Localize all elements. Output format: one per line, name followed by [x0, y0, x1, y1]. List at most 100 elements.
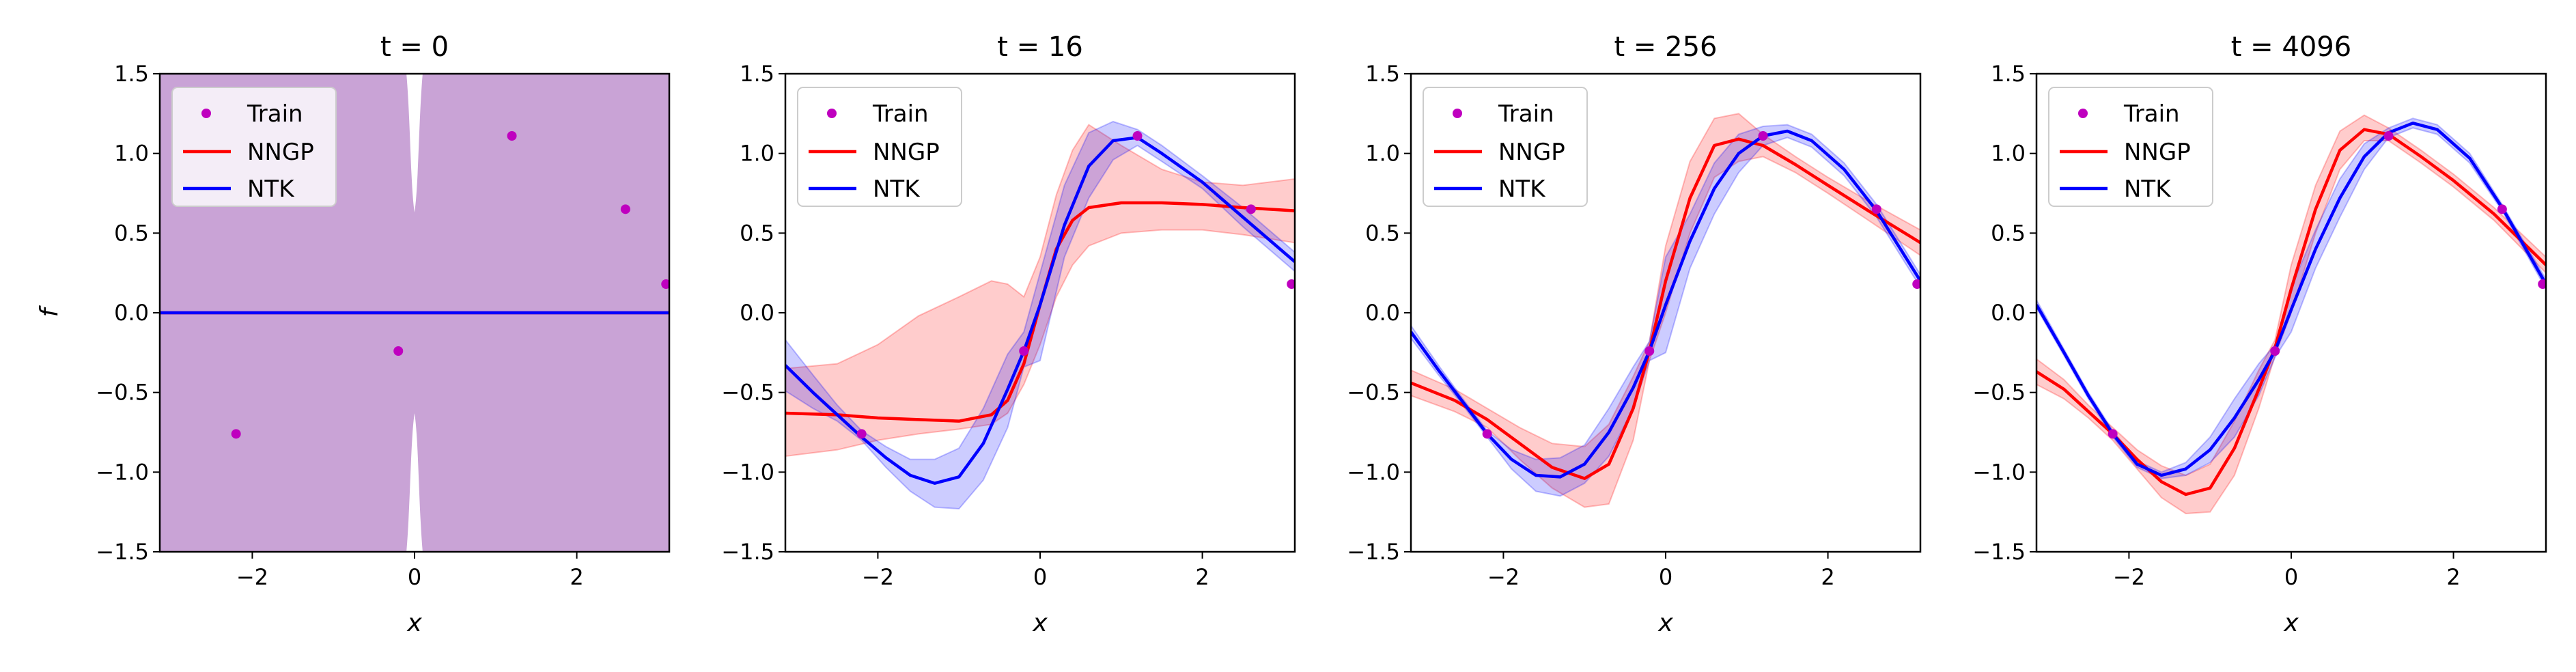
train-point	[1758, 131, 1768, 141]
y-tick-label: 1.0	[114, 141, 149, 167]
train-point	[2538, 279, 2546, 289]
band-gap	[406, 74, 423, 212]
legend-train-marker	[201, 109, 211, 118]
legend-label-nngp: NNGP	[1498, 139, 1565, 166]
y-tick-label: 1.0	[1991, 141, 2026, 167]
x-axis-label: x	[1657, 609, 1673, 637]
train-point	[856, 429, 867, 439]
legend-train-marker	[1453, 109, 1462, 118]
x-tick-label: 0	[408, 564, 421, 590]
band-gap	[406, 413, 423, 552]
y-tick-label: 1.5	[114, 61, 149, 87]
x-tick-label: −2	[1487, 564, 1520, 590]
train-point	[2497, 204, 2507, 214]
nngp-band	[785, 124, 1295, 458]
legend-box	[171, 87, 337, 207]
train-point	[1287, 279, 1295, 289]
x-tick-label: −2	[2113, 564, 2145, 590]
legend-label-ntk: NTK	[247, 176, 295, 203]
train-point	[393, 346, 404, 356]
train-point	[1644, 346, 1655, 356]
panel-title: t = 0	[380, 31, 449, 63]
train-point	[2270, 346, 2280, 356]
legend: Train NNGP NTK	[2048, 87, 2213, 207]
x-tick-label: 0	[1659, 564, 1672, 590]
x-tick-label: 0	[2284, 564, 2298, 590]
y-tick-label: −1.0	[1972, 459, 2026, 485]
y-tick-label: 1.5	[1991, 61, 2026, 87]
nngp-band	[1411, 113, 1920, 508]
legend: Train NNGP NTK	[1423, 87, 1588, 207]
y-tick-label: 0.5	[114, 220, 149, 246]
train-point	[231, 429, 241, 439]
y-tick-label: −0.5	[1972, 380, 2026, 406]
y-tick-label: −1.0	[1347, 459, 1400, 485]
train-point	[620, 204, 630, 214]
nngp-line	[1411, 137, 1920, 480]
legend-train-marker	[2078, 109, 2088, 118]
ntk-band	[2036, 117, 2546, 479]
y-tick-label: 1.0	[1365, 141, 1400, 167]
y-tick-label: 0.5	[1365, 220, 1400, 246]
nngp-band	[2036, 114, 2546, 515]
legend-label-ntk: NTK	[873, 176, 921, 203]
y-tick-label: 0.0	[1365, 300, 1400, 326]
y-tick-label: −1.5	[1972, 539, 2026, 565]
y-tick-label: −1.0	[721, 459, 774, 485]
legend-box	[1423, 87, 1588, 207]
y-tick-label: −0.5	[721, 380, 774, 406]
y-axis-label: f	[36, 305, 64, 317]
y-tick-label: −1.5	[721, 539, 774, 565]
legend-label-train: Train	[872, 100, 929, 128]
y-tick-label: 1.5	[1365, 61, 1400, 87]
legend-label-train: Train	[247, 100, 303, 128]
x-axis-label: x	[1032, 609, 1048, 637]
y-tick-label: −0.5	[96, 380, 149, 406]
legend-label-nngp: NNGP	[873, 139, 940, 166]
y-tick-label: 0.5	[1991, 220, 2026, 246]
panel-2: −1.5 −1.0 −0.5 0.0 0.5 1.0 1.5 −2 0 2 t = 256 x Trai…	[1347, 31, 1922, 637]
panel-title: t = 256	[1614, 31, 1718, 63]
ntk-line	[785, 136, 1295, 485]
x-tick-label: 2	[1195, 564, 1209, 590]
legend: Train NNGP NTK	[171, 87, 337, 207]
legend-label-nngp: NNGP	[247, 139, 314, 166]
x-tick-label: 2	[570, 564, 583, 590]
train-point	[1019, 346, 1029, 356]
y-tick-label: −1.0	[96, 459, 149, 485]
panel-1: −1.5 −1.0 −0.5 0.0 0.5 1.0 1.5 −2 0 2 t = 16 x Train…	[721, 31, 1296, 637]
train-point	[1482, 429, 1492, 439]
train-point	[507, 131, 517, 141]
y-tick-label: −1.5	[96, 539, 149, 565]
y-tick-label: −1.5	[1347, 539, 1400, 565]
legend-box	[2048, 87, 2213, 207]
train-point	[2383, 131, 2394, 141]
panel-title: t = 4096	[2231, 31, 2351, 63]
y-tick-label: 0.0	[114, 300, 149, 326]
x-tick-label: 0	[1033, 564, 1047, 590]
x-tick-label: 2	[2446, 564, 2460, 590]
y-tick-label: 1.5	[740, 61, 774, 87]
x-tick-label: 2	[1821, 564, 1834, 590]
train-point	[1871, 204, 1881, 214]
legend: Train NNGP NTK	[797, 87, 962, 207]
ntk-band	[785, 120, 1295, 510]
plot-area	[785, 120, 1295, 510]
legend-label-train: Train	[2123, 100, 2180, 128]
plot-area	[2036, 114, 2546, 515]
ntk-band	[1411, 124, 1920, 497]
plot-area	[1411, 113, 1920, 508]
legend-label-ntk: NTK	[1498, 176, 1546, 203]
train-point	[1132, 131, 1143, 141]
x-tick-label: −2	[236, 564, 268, 590]
train-point	[1246, 204, 1256, 214]
legend-box	[797, 87, 962, 207]
legend-label-nngp: NNGP	[2124, 139, 2191, 166]
x-axis-label: x	[406, 609, 422, 637]
x-tick-label: −2	[862, 564, 894, 590]
y-tick-label: 1.0	[740, 141, 774, 167]
train-point	[661, 279, 669, 289]
legend-label-train: Train	[1498, 100, 1554, 128]
panel-title: t = 16	[997, 31, 1083, 63]
